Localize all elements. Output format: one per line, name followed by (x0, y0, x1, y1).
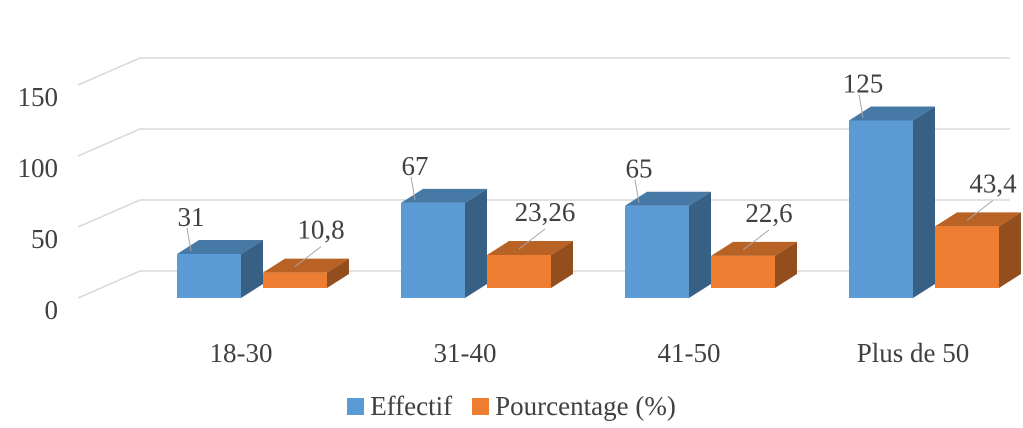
legend: Effectif Pourcentage (%) (0, 391, 1023, 422)
leader-effectif-plus-de-50 (858, 94, 864, 118)
data-label-pourcentage-31-40: 23,26 (515, 197, 576, 227)
bar-top-effectif-plus-de-50 (849, 106, 935, 121)
gridline-150-side (77, 57, 141, 86)
data-label-pourcentage-plus-de-50: 43,4 (969, 168, 1017, 198)
bar-side-pourcentage-31-40 (551, 240, 573, 288)
gridline-100-side (77, 128, 141, 157)
bar-pourcentage-31-40 (487, 240, 573, 288)
bar-pourcentage-41-50 (711, 241, 797, 288)
bar-side-effectif-31-40 (465, 188, 487, 298)
bar-front-pourcentage-18-30 (263, 272, 327, 288)
bar-pourcentage-18-30 (263, 258, 349, 288)
bar-front-effectif-41-50 (625, 205, 689, 298)
data-labels: 31 10,8 67 23,26 65 22,6 125 43,4 (178, 69, 1017, 268)
bar-front-pourcentage-31-40 (487, 254, 551, 288)
bar-front-pourcentage-41-50 (711, 255, 775, 288)
legend-item-pourcentage: Pourcentage (%) (472, 391, 676, 422)
bar-front-pourcentage-plus-de-50 (935, 226, 999, 288)
data-label-effectif-plus-de-50: 125 (843, 69, 884, 99)
bar-top-effectif-18-30 (177, 239, 263, 254)
x-tick-41-50: 41-50 (658, 338, 721, 368)
legend-swatch-effectif (347, 398, 365, 415)
x-tick-plus-de-50: Plus de 50 (857, 338, 970, 368)
bar-effectif-41-50 (625, 191, 711, 298)
data-label-pourcentage-41-50: 22,6 (745, 198, 792, 228)
bar-top-effectif-41-50 (625, 191, 711, 206)
leader-pourcentage-41-50 (742, 229, 770, 251)
data-label-effectif-18-30: 31 (178, 202, 205, 232)
legend-label-pourcentage: Pourcentage (%) (495, 391, 676, 421)
y-tick-50: 50 (31, 224, 58, 254)
bar-side-pourcentage-plus-de-50 (999, 212, 1021, 288)
data-label-pourcentage-18-30: 10,8 (297, 215, 344, 245)
x-tick-18-30: 18-30 (210, 338, 273, 368)
leader-effectif-31-40 (410, 176, 416, 200)
bar-chart: 0 50 100 150 31 10,8 67 23,26 65 22,6 125 43,4 18-… (18, 57, 1021, 368)
y-tick-150: 150 (18, 82, 59, 112)
bar-side-pourcentage-41-50 (775, 241, 797, 288)
bar-front-effectif-18-30 (177, 253, 241, 298)
legend-swatch-pourcentage (472, 398, 490, 415)
y-tick-0: 0 (45, 295, 59, 325)
legend-item-effectif: Effectif (347, 391, 452, 422)
bar-top-pourcentage-plus-de-50 (935, 212, 1021, 227)
bars (177, 106, 1021, 298)
legend-label-effectif: Effectif (370, 391, 453, 421)
bar-effectif-31-40 (401, 188, 487, 298)
x-axis-ticks: 18-30 31-40 41-50 Plus de 50 (210, 338, 970, 368)
bar-effectif-plus-de-50 (849, 106, 935, 298)
bar-top-effectif-31-40 (401, 188, 487, 203)
data-label-effectif-41-50: 65 (626, 154, 653, 184)
gridline-0-side (77, 270, 141, 299)
leader-pourcentage-18-30 (294, 246, 322, 268)
bar-top-pourcentage-18-30 (263, 258, 349, 273)
bar-side-effectif-18-30 (241, 239, 263, 298)
leader-effectif-18-30 (186, 227, 192, 252)
leader-pourcentage-31-40 (518, 228, 546, 250)
bar-front-effectif-31-40 (401, 202, 465, 298)
bar-top-pourcentage-41-50 (711, 241, 797, 256)
y-tick-100: 100 (18, 153, 59, 183)
leader-effectif-41-50 (634, 179, 640, 203)
y-axis-ticks: 0 50 100 150 (18, 82, 59, 325)
bar-side-pourcentage-18-30 (327, 258, 349, 288)
bar-pourcentage-plus-de-50 (935, 212, 1021, 288)
bar-top-pourcentage-31-40 (487, 240, 573, 255)
leader-pourcentage-plus-de-50 (966, 199, 994, 221)
bar-side-effectif-plus-de-50 (913, 106, 935, 298)
gridline-50-side (77, 199, 141, 228)
bar-side-effectif-41-50 (689, 191, 711, 298)
data-label-effectif-31-40: 67 (402, 151, 429, 181)
bar-front-effectif-plus-de-50 (849, 120, 913, 298)
x-tick-31-40: 31-40 (434, 338, 497, 368)
bar-effectif-18-30 (177, 239, 263, 298)
